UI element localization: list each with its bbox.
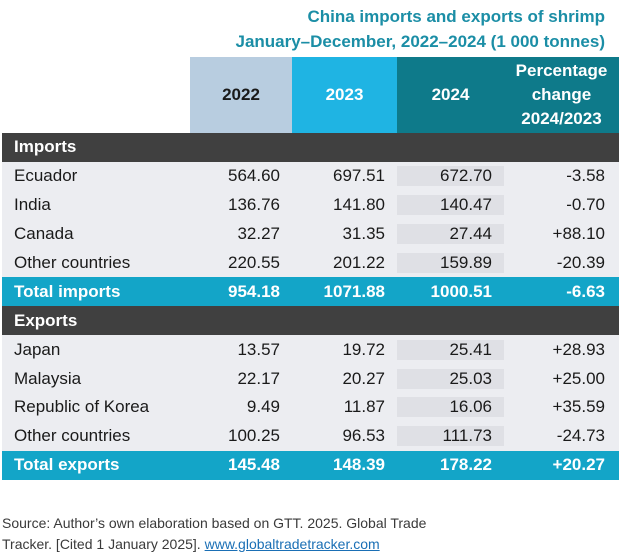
value-2023: 201.22 — [333, 253, 385, 272]
total-2024: 178.22 — [440, 455, 492, 475]
total-2023: 148.39 — [333, 455, 385, 475]
value-2022: 9.49 — [246, 397, 280, 417]
section-label: Imports — [14, 137, 77, 157]
total-2022: 954.18 — [228, 281, 280, 301]
value-2022: 13.57 — [237, 339, 280, 359]
country-name: Canada — [14, 224, 74, 244]
value-2023: 697.51 — [333, 166, 385, 186]
value-2022: 220.55 — [228, 253, 280, 272]
section-imports-header: Imports — [2, 133, 619, 162]
table-row: Republic of Korea 9.49 11.87 16.06 +35.5… — [2, 393, 619, 422]
value-pct-change: -24.73 — [556, 426, 605, 446]
value-pct-change: -0.70 — [566, 195, 605, 215]
country-name: Other countries — [14, 426, 131, 446]
value-2022: 100.25 — [228, 426, 280, 446]
header-2023: 2023 — [292, 57, 397, 133]
value-2022: 32.27 — [237, 224, 280, 244]
country-name: Ecuador — [14, 166, 78, 186]
total-imports-row: Total imports 954.18 1071.88 1000.51 -6.… — [2, 277, 619, 307]
value-2023: 11.87 — [343, 397, 385, 417]
total-2023: 1071.88 — [323, 281, 385, 301]
table-row: Malaysia 22.17 20.27 25.03 +25.00 — [2, 364, 619, 394]
table-title: China imports and exports of shrimp Janu… — [235, 4, 605, 54]
value-2024: 111.73 — [397, 426, 504, 447]
value-2024: 140.47 — [397, 195, 504, 216]
section-exports-header: Exports — [2, 306, 619, 336]
source-citation-text: Tracker. [Cited 1 January 2025]. — [2, 536, 205, 552]
value-2024: 27.44 — [397, 224, 504, 245]
value-2024: 16.06 — [397, 397, 504, 418]
country-name: Other countries — [14, 253, 131, 272]
table-row: Japan 13.57 19.72 25.41 +28.93 — [2, 335, 619, 365]
header-percentage-change: Percentage change 2024/2023 — [504, 57, 619, 133]
value-2024: 25.41 — [397, 339, 504, 360]
total-label: Total imports — [14, 281, 121, 301]
total-label: Total exports — [14, 455, 120, 475]
country-name: Malaysia — [14, 368, 82, 388]
table-row: Canada 32.27 31.35 27.44 +88.10 — [2, 219, 619, 249]
value-pct-change: -3.58 — [566, 166, 605, 186]
value-2024: 159.89 — [397, 253, 504, 273]
value-2023: 141.80 — [333, 195, 385, 215]
total-2022: 145.48 — [228, 455, 280, 475]
shrimp-trade-table: 2022 2023 2024 Percentage change 2024/20… — [2, 57, 619, 480]
header-blank-cell — [2, 57, 190, 133]
country-name: Republic of Korea — [14, 397, 150, 417]
source-line-1: Source: Author’s own elaboration based o… — [2, 515, 427, 531]
value-pct-change: +35.59 — [552, 397, 605, 417]
table-row: Other countries 100.25 96.53 111.73 -24.… — [2, 421, 619, 451]
country-name: Japan — [14, 339, 61, 359]
value-pct-change: +28.93 — [552, 339, 605, 359]
title-line-2: January–December, 2022–2024 (1 000 tonne… — [235, 32, 605, 51]
value-2022: 564.60 — [228, 166, 280, 186]
header-2024: 2024 — [397, 57, 504, 133]
value-2022: 22.17 — [237, 368, 280, 388]
value-2022: 136.76 — [228, 195, 280, 215]
value-2024: 672.70 — [397, 166, 504, 187]
table-row: India 136.76 141.80 140.47 -0.70 — [2, 190, 619, 220]
value-2023: 96.53 — [342, 426, 385, 446]
source-link[interactable]: www.globaltradetracker.com — [204, 536, 380, 552]
value-2024: 25.03 — [397, 368, 504, 389]
value-2023: 19.72 — [342, 339, 385, 359]
value-pct-change: +25.00 — [552, 368, 605, 388]
table-row: Other countries 220.55 201.22 159.89 -20… — [2, 248, 619, 278]
country-name: India — [14, 195, 51, 215]
source-note: Source: Author’s own elaboration based o… — [2, 513, 426, 555]
title-line-1: China imports and exports of shrimp — [307, 7, 605, 26]
table-header-row: 2022 2023 2024 Percentage change 2024/20… — [2, 57, 619, 133]
value-pct-change: -20.39 — [556, 253, 605, 272]
table-row: Ecuador 564.60 697.51 672.70 -3.58 — [2, 161, 619, 191]
value-2023: 20.27 — [342, 368, 385, 388]
value-pct-change: +88.10 — [552, 224, 605, 244]
header-2022: 2022 — [190, 57, 292, 133]
total-pct-change: +20.27 — [552, 455, 605, 475]
total-pct-change: -6.63 — [566, 281, 605, 301]
total-2024: 1000.51 — [430, 281, 492, 301]
source-line-2: Tracker. [Cited 1 January 2025]. www.glo… — [2, 534, 426, 555]
value-2023: 31.35 — [342, 224, 385, 244]
section-label: Exports — [14, 310, 78, 330]
total-exports-row: Total exports 145.48 148.39 178.22 +20.2… — [2, 450, 619, 480]
